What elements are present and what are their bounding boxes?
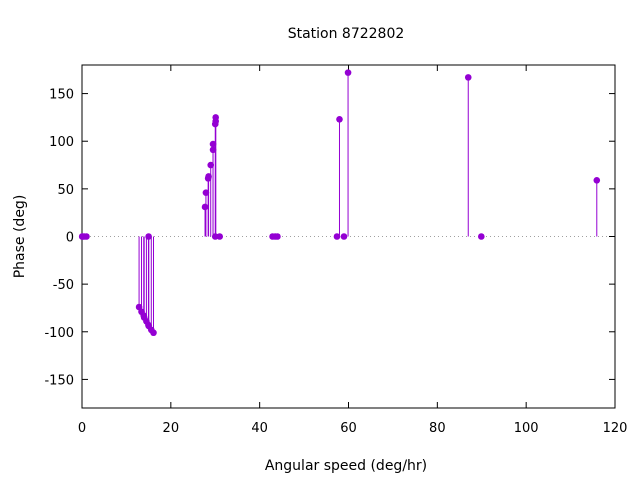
data-point bbox=[216, 233, 223, 240]
data-point bbox=[205, 173, 212, 180]
x-tick-label: 40 bbox=[251, 421, 268, 436]
data-point bbox=[333, 233, 341, 240]
x-tick-label: 80 bbox=[429, 421, 446, 436]
x-tick-label: 20 bbox=[163, 421, 180, 436]
chart-title: Station 8722802 bbox=[288, 26, 405, 42]
data-point bbox=[209, 146, 217, 154]
y-tick-label: 100 bbox=[49, 135, 74, 150]
y-tick-label: -150 bbox=[44, 373, 74, 388]
data-point bbox=[83, 233, 90, 240]
y-tick-label: 0 bbox=[66, 231, 74, 246]
data-point bbox=[464, 74, 472, 81]
data-point bbox=[344, 69, 352, 76]
x-axis: 0 20 40 60 80 100 120 bbox=[78, 65, 628, 436]
data-point bbox=[593, 176, 601, 184]
data-point bbox=[145, 233, 152, 240]
x-tick-label: 60 bbox=[340, 421, 357, 436]
x-tick-label: 0 bbox=[78, 421, 86, 436]
data-point bbox=[340, 233, 348, 240]
x-axis-label: Angular speed (deg/hr) bbox=[265, 458, 427, 474]
y-tick-label: 50 bbox=[57, 183, 74, 198]
impulse-series bbox=[78, 69, 601, 337]
data-point bbox=[478, 233, 485, 240]
y-tick-label: -50 bbox=[53, 278, 74, 293]
data-point bbox=[150, 329, 157, 337]
data-point bbox=[201, 203, 209, 211]
x-tick-label: 120 bbox=[603, 421, 628, 436]
data-point bbox=[274, 233, 281, 240]
data-point bbox=[212, 114, 219, 121]
y-tick-label: -100 bbox=[44, 326, 74, 341]
y-axis: -150 -100 -50 0 50 100 150 bbox=[44, 88, 615, 388]
x-tick-label: 100 bbox=[514, 421, 539, 436]
y-axis-label: Phase (deg) bbox=[12, 195, 28, 279]
data-point bbox=[202, 189, 210, 196]
data-point bbox=[336, 116, 343, 123]
y-tick-label: 150 bbox=[49, 88, 74, 103]
data-point bbox=[209, 140, 217, 148]
data-point bbox=[207, 161, 215, 169]
